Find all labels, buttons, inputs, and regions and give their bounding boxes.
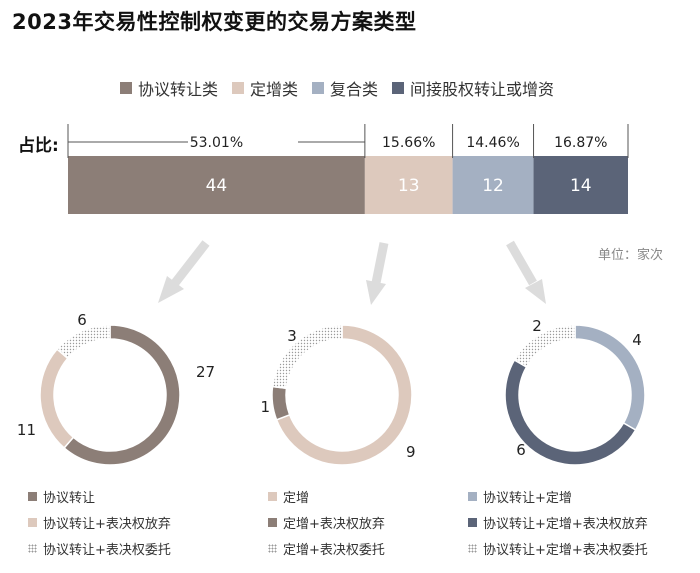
donut-slice	[271, 385, 291, 421]
legend-label: 定增+表决权委托	[283, 542, 385, 558]
legend-item: 协议转让+表决权委托	[28, 535, 171, 561]
legend-label: 协议转让+表决权放弃	[43, 516, 171, 532]
bar-segment	[533, 156, 628, 214]
legend-label: 复合类	[330, 80, 379, 99]
bar-value-label: 44	[206, 176, 228, 196]
donut-value-label: 11	[17, 421, 36, 439]
legend-label: 协议转让+定增+表决权委托	[483, 542, 648, 558]
legend-swatch	[268, 517, 277, 527]
stacked-bar: 44 53.01% 13 15.66% 12 14.46% 14 16.87%	[67, 124, 629, 214]
donut-value-label: 6	[77, 311, 87, 329]
legend-item: 定增	[268, 483, 385, 509]
legend-swatch	[312, 82, 325, 94]
donut-legend-3: 协议转让+定增 协议转让+定增+表决权放弃 协议转让+定增+表决权委托	[468, 483, 648, 561]
bar-percent-label: 14.46%	[466, 135, 519, 151]
legend-item: 协议转让+定增	[468, 483, 648, 509]
legend-swatch	[28, 517, 37, 527]
bar-percent-label: 16.87%	[554, 135, 607, 151]
legend-item: 协议转让+定增+表决权放弃	[468, 509, 648, 535]
arrow-icon	[366, 280, 386, 305]
bar-segment	[68, 156, 365, 214]
donut-value-label: 3	[287, 327, 297, 345]
donut-slice	[56, 324, 111, 360]
donut-value-label: 9	[406, 443, 416, 461]
donuts: 27 11 6 9 1 3 4 6 2	[17, 311, 646, 466]
donut-value-label: 2	[532, 317, 542, 335]
arrow-icon	[506, 240, 537, 286]
legend-label: 协议转让	[43, 490, 96, 506]
legend-label: 协议转让类	[138, 80, 219, 99]
legend-swatch	[268, 491, 277, 501]
bar-segment	[452, 156, 534, 214]
legend-swatch	[28, 491, 37, 501]
share-label: 占比:	[18, 136, 59, 156]
stacked-bar-legend: 协议转让类 定增类 复合类 间接股权转让或增资	[120, 76, 554, 100]
donut-value-label: 1	[260, 398, 270, 416]
legend-item: 复合类	[312, 76, 378, 100]
arrow-icon	[158, 276, 184, 303]
legend-swatch	[268, 543, 277, 553]
legend-item: 协议转让类	[120, 76, 218, 100]
chart-title: 2023年交易性控制权变更的交易方案类型	[12, 10, 417, 34]
arrows	[158, 240, 546, 305]
donut-legend-2: 定增 定增+表决权放弃 定增+表决权委托	[268, 483, 385, 561]
donut-value-label: 4	[632, 331, 642, 349]
arrow-icon	[171, 240, 210, 286]
legend-label: 定增类	[250, 80, 299, 99]
legend-item: 间接股权转让或增资	[392, 76, 554, 100]
legend-item: 定增+表决权委托	[268, 535, 385, 561]
legend-swatch	[120, 82, 132, 94]
legend-swatch	[468, 543, 477, 553]
legend-label: 定增	[283, 490, 310, 506]
legend-item: 协议转让+表决权放弃	[28, 509, 171, 535]
legend-item: 定增类	[232, 76, 298, 100]
legend-swatch	[232, 82, 245, 94]
legend-swatch	[392, 82, 405, 94]
legend-item: 定增+表决权放弃	[268, 509, 385, 535]
legend-label: 协议转让+定增+表决权放弃	[483, 516, 648, 532]
bar-segment	[364, 156, 453, 214]
donut-slice	[513, 324, 576, 369]
legend-swatch	[28, 543, 37, 553]
legend-item: 协议转让+定增+表决权委托	[468, 535, 648, 561]
legend-swatch	[468, 517, 477, 527]
donut-slice	[39, 348, 75, 449]
donut-value-label: 6	[516, 441, 526, 459]
bar-value-label: 12	[482, 176, 504, 196]
legend-swatch	[468, 491, 477, 501]
donut-legend-1: 协议转让 协议转让+表决权放弃 协议转让+表决权委托	[28, 483, 171, 561]
arrow-icon	[525, 279, 546, 304]
arrow-icon	[371, 242, 389, 284]
bar-percent-label: 15.66%	[382, 135, 435, 151]
unit-label: 单位：家次	[598, 248, 664, 263]
legend-label: 协议转让+表决权委托	[43, 542, 171, 558]
bar-value-label: 14	[570, 176, 592, 196]
legend-label: 定增+表决权放弃	[283, 516, 385, 532]
bar-percent-label: 53.01%	[190, 135, 243, 151]
bar-value-label: 13	[398, 176, 420, 196]
legend-label: 间接股权转让或增资	[410, 80, 555, 99]
donut-slice	[271, 324, 343, 390]
legend-item: 协议转让	[28, 483, 171, 509]
donut-value-label: 27	[196, 363, 215, 381]
legend-label: 协议转让+定增	[483, 490, 572, 506]
